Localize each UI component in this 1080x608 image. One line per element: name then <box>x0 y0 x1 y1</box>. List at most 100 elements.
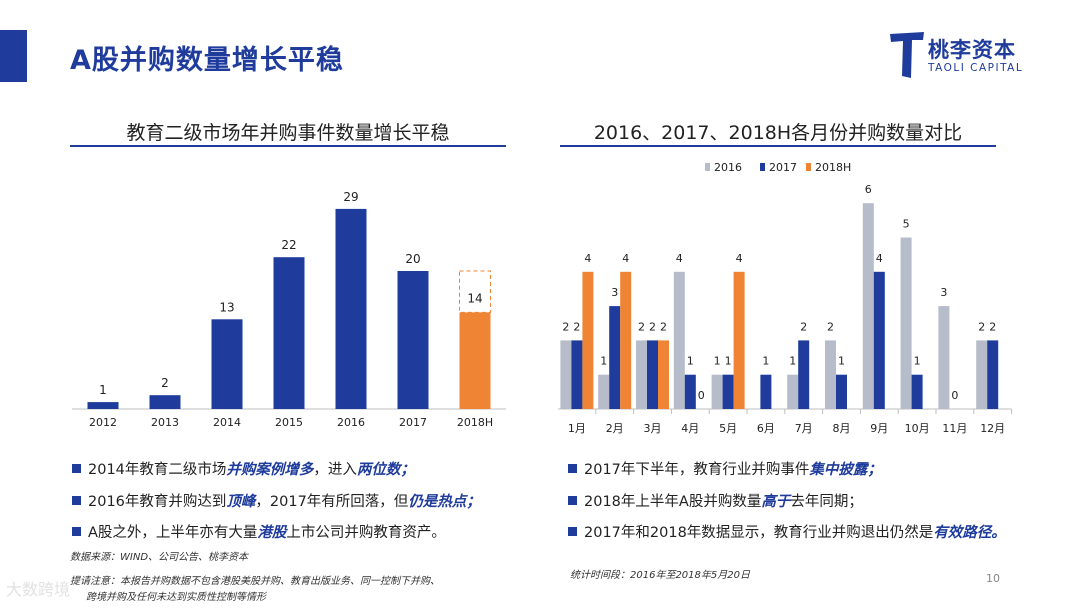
bar-2017-4月 <box>684 374 696 409</box>
data-label-2014: 13 <box>219 300 234 314</box>
bar-2018H-2月 <box>620 271 632 409</box>
right-title-underline <box>560 145 996 147</box>
data-label-2016-9月: 6 <box>865 183 872 196</box>
watermark-text: 大数跨境 <box>6 580 71 599</box>
bullet-square-icon <box>72 464 81 473</box>
remark-note-line-1: 提请注意：本报告并购数据不包含港股美股并购、教育出版业务、同一控制下并购、 <box>70 576 440 587</box>
bar-2016-10月 <box>900 237 912 409</box>
bar-2016-5月 <box>711 374 723 409</box>
bullet-item: 2018年上半年A股并购数量高于去年同期； <box>568 490 863 511</box>
bullet-text: 2016年教育并购达到 <box>88 494 227 510</box>
tick-label-8月: 8月 <box>833 422 851 435</box>
data-label-2016-10月: 5 <box>903 218 910 231</box>
tick-label-2013: 2013 <box>151 416 179 429</box>
bullet-item: 2017年下半年，教育行业并购事件集中披露； <box>568 458 882 479</box>
data-label-2016-8月: 2 <box>827 320 834 333</box>
bar-2016-3月 <box>636 340 647 409</box>
data-label-2016-4月: 4 <box>676 252 683 265</box>
bar-2017-2月 <box>609 306 621 409</box>
data-label-2016: 29 <box>343 190 358 204</box>
tick-label-6月: 6月 <box>757 422 775 435</box>
left-chart-title: 教育二级市场年并购事件数量增长平稳 <box>126 122 450 144</box>
tick-label-1月: 1月 <box>568 422 586 435</box>
bar-2017-7月 <box>798 340 810 409</box>
right-chart-title: 2016、2017、2018H各月份并购数量对比 <box>593 122 963 144</box>
data-label-2017: 20 <box>405 252 420 266</box>
bar-2016-4月 <box>673 271 685 409</box>
bar-2016-11月 <box>938 306 950 409</box>
tick-label-7月: 7月 <box>795 422 813 435</box>
bullet-item: A股之外，上半年亦有大量港股上市公司并购教育资产。 <box>72 521 446 542</box>
bullet-text: 2014年教育二级市场 <box>88 462 227 478</box>
data-label-2018H-3月: 2 <box>660 320 667 333</box>
tick-label-5月: 5月 <box>719 422 737 435</box>
data-label-2012: 1 <box>99 383 107 397</box>
tick-label-2017: 2017 <box>399 416 427 429</box>
bullet-text: ，2017年有所回落，但 <box>255 494 409 510</box>
bullet-square-icon <box>568 527 577 536</box>
bar-2017-8月 <box>836 374 847 409</box>
data-label-2018H-4月: 0 <box>698 389 705 402</box>
data-label-2016-7月: 1 <box>789 355 796 368</box>
bullet-square-icon <box>72 527 81 536</box>
data-label-2016-12月: 2 <box>978 320 985 333</box>
bullet-item: 2016年教育并购达到顶峰，2017年有所回落，但仍是热点； <box>72 490 481 511</box>
bar-2013 <box>149 395 181 409</box>
data-source-note: 数据来源：WIND、公司公告、桃李资本 <box>70 552 249 563</box>
bullet-highlight-text: 有效路径。 <box>933 525 1006 541</box>
tick-label-3月: 3月 <box>644 422 662 435</box>
bullet-text: A股之外，上半年亦有大量 <box>88 525 258 541</box>
bar-2017-10月 <box>911 374 923 409</box>
legend-swatch-2017 <box>760 163 765 171</box>
bar-2016-9月 <box>862 203 874 409</box>
bullet-item: 2014年教育二级市场并购案例增多，进入两位数； <box>72 458 415 479</box>
data-label-2018H: 14 <box>467 291 482 305</box>
data-label-2016-5月: 1 <box>714 355 721 368</box>
legend-label-2018H: 2018H <box>815 161 851 174</box>
bar-2016-12月 <box>976 340 988 409</box>
data-label-2017-7月: 2 <box>800 320 807 333</box>
left-title-underline <box>70 145 506 147</box>
bullet-square-icon <box>568 496 577 505</box>
data-label-2017-10月: 1 <box>914 355 921 368</box>
company-logo: 桃李资本 TAOLI CAPITAL <box>888 28 1028 84</box>
bullet-square-icon <box>568 464 577 473</box>
bullet-text: 2017年和2018年数据显示，教育行业并购退出仍然是 <box>584 525 934 541</box>
data-label-2017-12月: 2 <box>989 320 996 333</box>
bullet-text: 上市公司并购教育资产。 <box>286 525 446 541</box>
bullet-item: 2017年和2018年数据显示，教育行业并购退出仍然是有效路径。 <box>568 521 1006 542</box>
bullet-highlight-text: 顶峰 <box>226 494 256 510</box>
data-label-2016-1月: 2 <box>562 320 569 333</box>
data-label-2017-8月: 1 <box>838 355 845 368</box>
legend-label-2016: 2016 <box>714 161 742 174</box>
bar-2017-3月 <box>647 340 658 409</box>
bullet-highlight-text: 两位数； <box>356 462 415 478</box>
legend-swatch-2018H <box>806 163 811 171</box>
legend-swatch-2016 <box>705 163 710 171</box>
bar-2018H-3月 <box>658 340 669 409</box>
page-title: A股并购数量增长平稳 <box>70 45 344 76</box>
bar-2016-2月 <box>598 374 610 409</box>
tick-label-11月: 11月 <box>942 422 967 435</box>
data-label-2017-11月: 0 <box>951 389 958 402</box>
data-label-2018H-2月: 4 <box>622 252 629 265</box>
bar-2016-1月 <box>560 340 572 409</box>
bullet-text: 2018年上半年A股并购数量 <box>584 494 762 510</box>
bullet-highlight-text: 港股 <box>257 525 287 541</box>
period-note: 统计时间段：2016年至2018年5月20日 <box>570 570 750 581</box>
data-label-2017-3月: 2 <box>649 320 656 333</box>
data-label-2018H-1月: 4 <box>584 252 591 265</box>
logo-text-cn: 桃李资本 <box>928 38 1016 62</box>
bar-2017 <box>397 271 429 409</box>
remark-note-line-2: 跨境并购及任何未达到实质性控制等情形 <box>86 592 266 603</box>
legend-label-2017: 2017 <box>769 161 797 174</box>
bar-2012 <box>87 402 119 409</box>
bullet-text: 去年同期； <box>790 494 863 510</box>
data-label-2018H-5月: 4 <box>736 252 743 265</box>
data-label-2017-5月: 1 <box>725 355 732 368</box>
bullet-square-icon <box>72 496 81 505</box>
bar-2017-12月 <box>987 340 999 409</box>
data-label-2015: 22 <box>281 238 296 252</box>
bar-2018H-5月 <box>733 271 745 409</box>
tick-label-2016: 2016 <box>337 416 365 429</box>
